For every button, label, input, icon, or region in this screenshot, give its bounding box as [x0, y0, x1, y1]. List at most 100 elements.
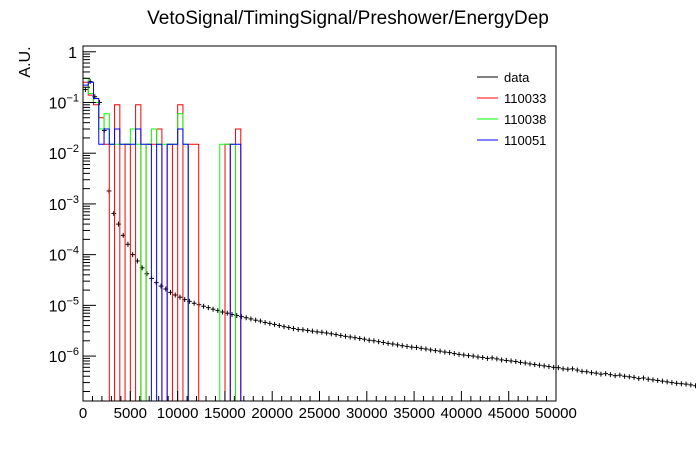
data-point: [267, 320, 273, 326]
legend-label: data: [504, 70, 530, 85]
data-point: [674, 380, 679, 386]
x-tick-label: 20000: [251, 405, 293, 422]
x-tick-label: 40000: [441, 405, 483, 422]
data-point: [664, 379, 670, 385]
data-point: [447, 350, 452, 356]
data-point: [310, 328, 315, 334]
y-tick-label: 10−1: [49, 92, 79, 112]
data-point: [352, 335, 358, 341]
data-point: [158, 283, 164, 289]
data-point: [366, 337, 372, 343]
data-point: [589, 370, 594, 376]
data-point: [579, 368, 585, 374]
data-point: [418, 345, 424, 351]
data-point: [395, 342, 400, 348]
data-point: [489, 355, 495, 361]
data-point: [281, 324, 287, 330]
legend-entry-110038: 110038: [477, 112, 546, 127]
x-tick-label: 10000: [157, 405, 199, 422]
data-point: [177, 294, 183, 300]
data-point: [328, 331, 334, 337]
data-point: [546, 364, 552, 370]
data-point: [508, 358, 514, 364]
data-point: [201, 303, 206, 309]
data-point: [276, 323, 282, 329]
data-point: [258, 318, 263, 324]
data-point: [220, 309, 225, 315]
data-point: [470, 353, 476, 359]
data-point: [574, 367, 580, 373]
data-point: [603, 371, 609, 377]
data-point: [205, 305, 211, 311]
axis-layer: 0 5000 10000 15000 20000 25000 30000 35000 40000…: [49, 45, 577, 422]
data-point: [442, 349, 448, 355]
data-point: [433, 348, 438, 354]
data-point: [570, 366, 575, 372]
data-point: [404, 343, 410, 349]
data-point: [537, 362, 542, 368]
data-point: [513, 359, 519, 365]
data-point: [631, 374, 637, 380]
data-point: [560, 366, 566, 372]
data-point: [608, 372, 613, 378]
data-point: [437, 348, 443, 354]
y-axis-label: A.U.: [17, 46, 34, 77]
x-tick-label: 45000: [488, 405, 530, 422]
data-point: [622, 373, 627, 379]
data-point: [385, 340, 391, 346]
x-tick-label: 30000: [346, 405, 388, 422]
data-point: [612, 373, 618, 379]
data-point: [399, 343, 405, 349]
data-point: [527, 361, 533, 367]
legend: data 110033 110038 110051: [477, 70, 546, 148]
data-point: [371, 338, 377, 344]
data-point: [461, 352, 467, 358]
legend-label: 110051: [504, 133, 546, 148]
y-tick-label: 10−3: [49, 194, 79, 214]
data-point: [475, 354, 481, 360]
x-tick-label: 15000: [204, 405, 246, 422]
data-point: [333, 332, 339, 338]
data-point: [466, 353, 471, 359]
data-point: [83, 87, 88, 93]
y-tick-label: 10−6: [49, 346, 79, 366]
data-point: [343, 333, 348, 339]
data-point: [532, 362, 538, 368]
y-tick-label: 10−5: [49, 295, 79, 315]
data-point: [456, 351, 462, 357]
x-tick-label: 5000: [114, 405, 147, 422]
data-point: [291, 325, 296, 331]
data-point: [645, 376, 651, 382]
y-tick-label: 1: [68, 45, 77, 62]
legend-label: 110033: [504, 91, 546, 106]
data-point: [338, 332, 344, 338]
data-point: [111, 210, 117, 216]
data-point: [172, 292, 178, 298]
data-point: [347, 334, 353, 340]
data-point: [191, 300, 197, 306]
data-point: [541, 363, 547, 369]
data-point: [144, 271, 150, 277]
data-point: [617, 372, 623, 378]
data-point: [423, 346, 429, 352]
legend-entry-110033: 110033: [477, 91, 546, 106]
data-point: [262, 319, 268, 325]
x-tick-label: 35000: [393, 405, 435, 422]
data-point: [650, 377, 656, 383]
data-point: [243, 315, 249, 321]
data-point: [598, 371, 604, 377]
data-point: [130, 252, 136, 258]
data-point: [655, 377, 661, 383]
data-point: [362, 336, 367, 342]
data-point: [324, 330, 329, 336]
y-tick-label: 10−2: [49, 143, 79, 163]
data-point: [286, 325, 292, 331]
data-point: [428, 347, 434, 353]
chart-title: VetoSignal/TimingSignal/Preshower/Energy…: [147, 8, 549, 29]
data-point: [522, 360, 528, 366]
data-point: [565, 366, 571, 372]
legend-entry-data: data: [477, 70, 530, 85]
series-layer: [82, 77, 696, 402]
x-tick-label: 0: [79, 405, 87, 422]
